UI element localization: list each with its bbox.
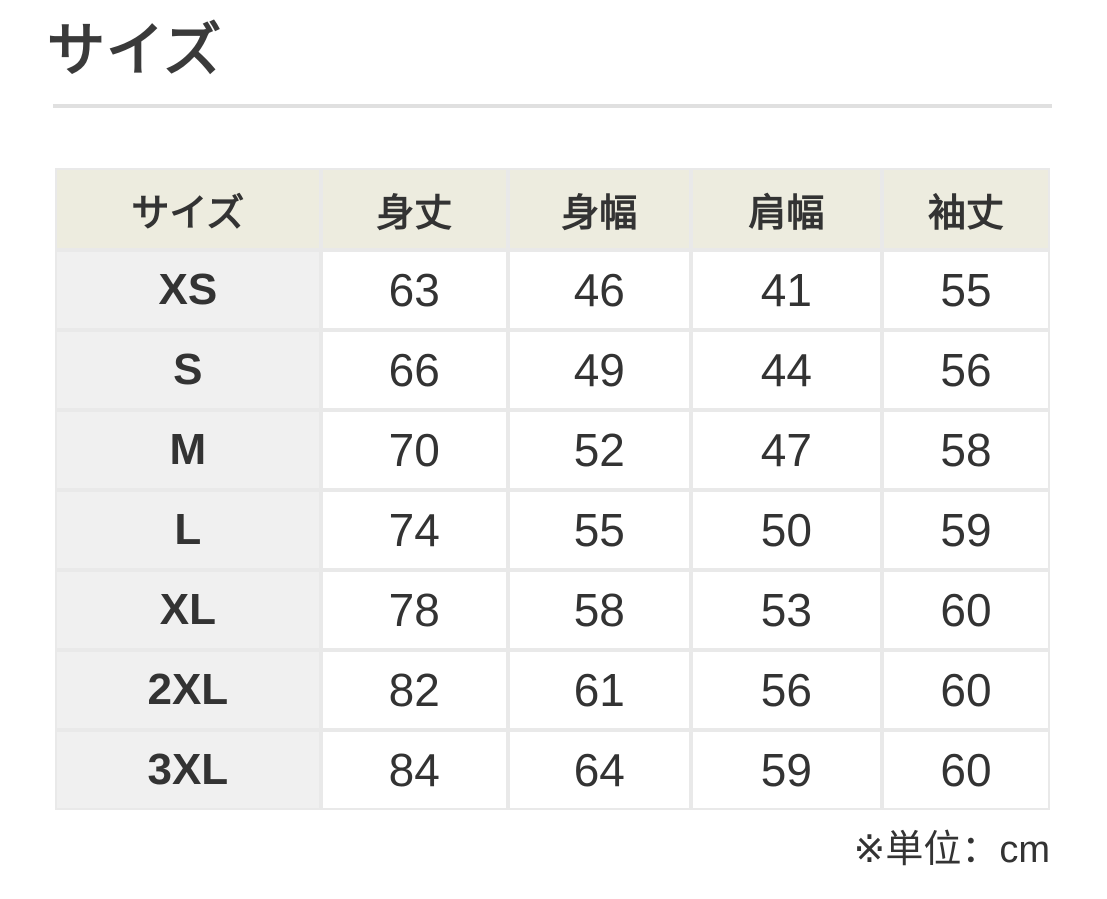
measurement-cell: 84 xyxy=(320,730,508,810)
measurement-cell: 50 xyxy=(690,490,882,570)
size-row-s: S 66 49 44 56 xyxy=(55,330,1050,410)
measurement-cell: 55 xyxy=(881,250,1050,330)
measurement-cell: 78 xyxy=(320,570,508,650)
column-header-shoulder-width: 肩幅 xyxy=(690,168,882,250)
size-label-cell: 3XL xyxy=(55,730,321,810)
measurement-cell: 44 xyxy=(690,330,882,410)
measurement-cell: 47 xyxy=(690,410,882,490)
measurement-cell: 56 xyxy=(690,650,882,730)
table-header-row: サイズ 身丈 身幅 肩幅 袖丈 xyxy=(55,168,1050,250)
measurement-cell: 60 xyxy=(881,570,1050,650)
size-label-cell: L xyxy=(55,490,321,570)
column-header-sleeve-length: 袖丈 xyxy=(881,168,1050,250)
size-label-cell: XS xyxy=(55,250,321,330)
size-label-cell: S xyxy=(55,330,321,410)
measurement-cell: 60 xyxy=(881,650,1050,730)
size-table-body: XS 63 46 41 55 S 66 49 44 56 M 70 52 47 … xyxy=(55,250,1050,810)
column-header-body-width: 身幅 xyxy=(507,168,691,250)
measurement-cell: 58 xyxy=(507,570,691,650)
measurement-cell: 56 xyxy=(881,330,1050,410)
measurement-cell: 63 xyxy=(320,250,508,330)
measurement-cell: 60 xyxy=(881,730,1050,810)
size-label-cell: XL xyxy=(55,570,321,650)
measurement-cell: 66 xyxy=(320,330,508,410)
size-row-l: L 74 55 50 59 xyxy=(55,490,1050,570)
size-row-xl: XL 78 58 53 60 xyxy=(55,570,1050,650)
measurement-cell: 58 xyxy=(881,410,1050,490)
measurement-cell: 59 xyxy=(690,730,882,810)
size-label-cell: 2XL xyxy=(55,650,321,730)
measurement-cell: 55 xyxy=(507,490,691,570)
size-label-cell: M xyxy=(55,410,321,490)
measurement-cell: 74 xyxy=(320,490,508,570)
measurement-cell: 64 xyxy=(507,730,691,810)
measurement-cell: 82 xyxy=(320,650,508,730)
column-header-size: サイズ xyxy=(55,168,321,250)
unit-note: ※単位：cm xyxy=(853,829,1051,871)
size-table: サイズ 身丈 身幅 肩幅 袖丈 XS 63 46 41 55 S 66 49 4… xyxy=(55,168,1050,810)
page-title: サイズ xyxy=(47,18,223,83)
size-row-3xl: 3XL 84 64 59 60 xyxy=(55,730,1050,810)
measurement-cell: 49 xyxy=(507,330,691,410)
measurement-cell: 41 xyxy=(690,250,882,330)
column-header-body-length: 身丈 xyxy=(320,168,508,250)
measurement-cell: 59 xyxy=(881,490,1050,570)
measurement-cell: 53 xyxy=(690,570,882,650)
size-row-m: M 70 52 47 58 xyxy=(55,410,1050,490)
measurement-cell: 52 xyxy=(507,410,691,490)
size-table-head: サイズ 身丈 身幅 肩幅 袖丈 xyxy=(55,168,1050,250)
size-row-xs: XS 63 46 41 55 xyxy=(55,250,1050,330)
measurement-cell: 46 xyxy=(507,250,691,330)
measurement-cell: 61 xyxy=(507,650,691,730)
size-row-2xl: 2XL 82 61 56 60 xyxy=(55,650,1050,730)
title-divider xyxy=(53,104,1052,108)
measurement-cell: 70 xyxy=(320,410,508,490)
